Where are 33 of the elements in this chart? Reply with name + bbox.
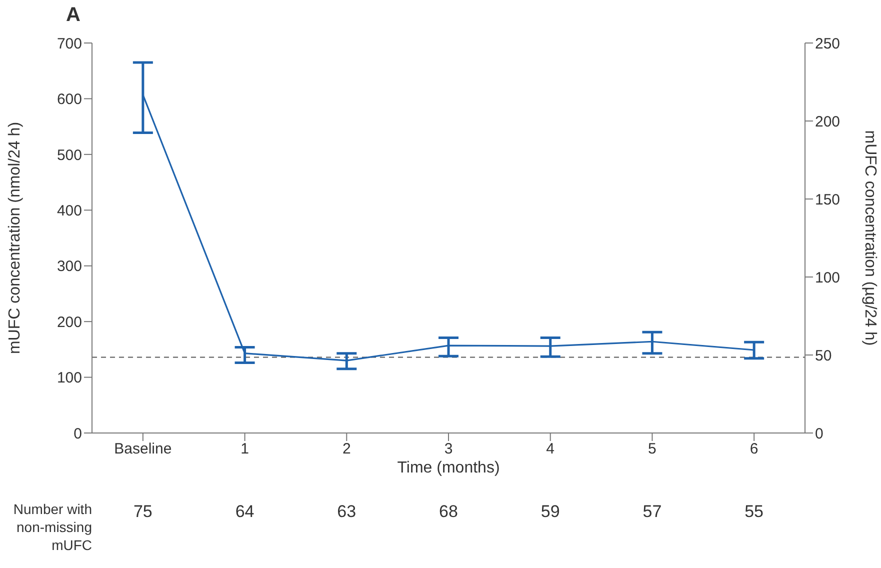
x-tick-label: 5 bbox=[648, 440, 656, 458]
y-tick-label: 600 bbox=[56, 91, 82, 108]
x-tick-label: 2 bbox=[342, 440, 351, 458]
y-axis-title: mUFC concentration (nmol/24 h) bbox=[6, 122, 24, 354]
x-tick-label: 1 bbox=[240, 440, 249, 458]
text: Number with non-missing mUFC bbox=[12, 500, 92, 554]
y-tick-label: 200 bbox=[56, 314, 82, 331]
text: 55 bbox=[744, 502, 765, 522]
x-tick-label: 3 bbox=[444, 440, 453, 458]
x-tick-label: 6 bbox=[750, 440, 758, 458]
y2-tick-label: 200 bbox=[815, 113, 840, 130]
y-tick-label: 100 bbox=[56, 370, 82, 387]
x-axis-title: Time (months) bbox=[397, 459, 500, 476]
y2-tick-label: 0 bbox=[815, 425, 824, 442]
y2-tick-label: 250 bbox=[815, 35, 840, 52]
y2-tick-label: 100 bbox=[815, 269, 840, 286]
y-tick-label: 700 bbox=[56, 35, 82, 52]
text: 57 bbox=[642, 502, 663, 522]
text: 64 bbox=[234, 502, 256, 522]
text: 63 bbox=[336, 502, 358, 522]
text: 59 bbox=[540, 502, 561, 522]
y-tick-label: 400 bbox=[56, 202, 82, 220]
y-tick-label: 300 bbox=[56, 258, 82, 276]
y2-axis-title: mUFC concentration (µg/24 h) bbox=[861, 130, 878, 346]
y2-tick-label: 50 bbox=[815, 347, 832, 364]
chart-title: A bbox=[66, 4, 80, 27]
text: 68 bbox=[438, 502, 459, 522]
y-tick-label: 0 bbox=[74, 425, 82, 442]
text: 75 bbox=[132, 502, 154, 522]
y2-tick-label: 150 bbox=[815, 191, 840, 208]
y-tick-label: 500 bbox=[56, 146, 82, 164]
x-tick-label: Baseline bbox=[114, 440, 172, 458]
x-tick-label: 4 bbox=[546, 440, 555, 458]
